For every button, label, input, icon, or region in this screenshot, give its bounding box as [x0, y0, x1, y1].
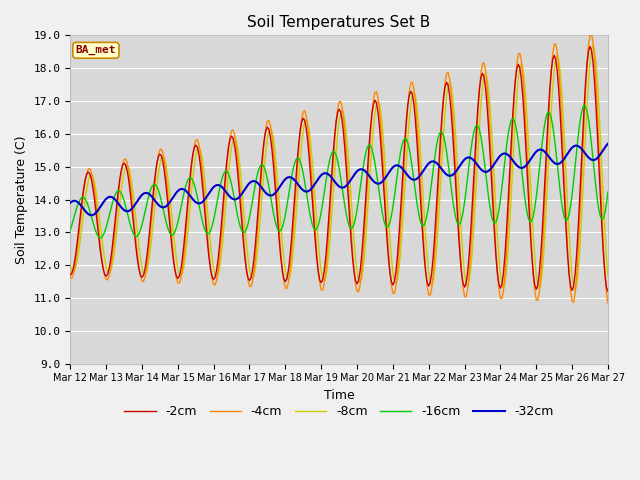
Title: Soil Temperatures Set B: Soil Temperatures Set B	[248, 15, 431, 30]
Text: BA_met: BA_met	[76, 45, 116, 55]
Legend: -2cm, -4cm, -8cm, -16cm, -32cm: -2cm, -4cm, -8cm, -16cm, -32cm	[119, 400, 559, 423]
Y-axis label: Soil Temperature (C): Soil Temperature (C)	[15, 135, 28, 264]
X-axis label: Time: Time	[324, 389, 355, 402]
